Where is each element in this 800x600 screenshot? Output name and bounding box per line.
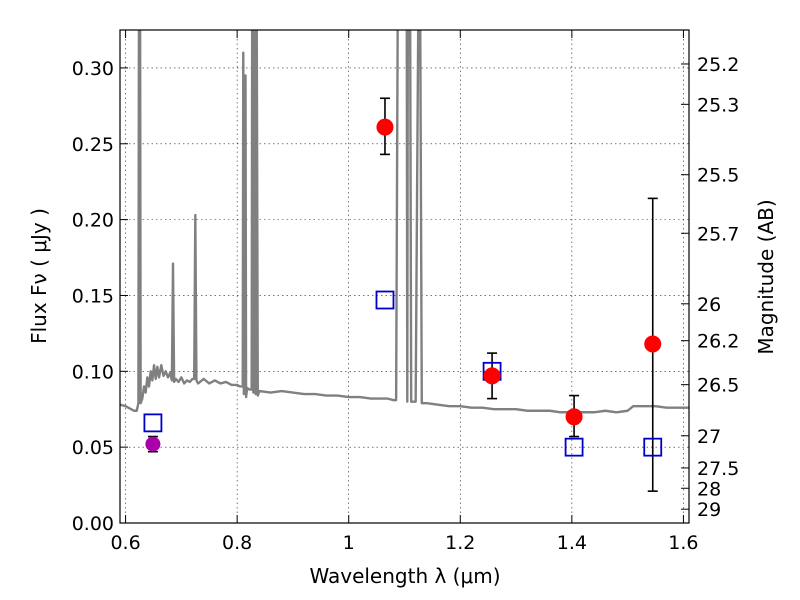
y-axis-label-right: Magnitude (AB) (754, 199, 778, 354)
right-tick-label: 29 (697, 499, 721, 521)
right-tick-label: 26.5 (697, 375, 739, 397)
plot-frame (119, 29, 690, 524)
observed-flux-point (483, 367, 501, 385)
grid-lines (120, 30, 689, 524)
x-tick-label: 1.4 (557, 532, 587, 554)
error-bars (147, 97, 658, 492)
right-tick-label: 25.3 (697, 94, 739, 116)
y-tick-label: 0.00 (72, 513, 114, 535)
right-tick-label: 26.2 (697, 331, 739, 353)
x-tick-label: 0.8 (222, 532, 252, 554)
observed-flux-point (565, 408, 583, 426)
x-tick-label: 0.6 (110, 532, 140, 554)
observed-flux-point-purple (145, 436, 161, 452)
right-tick-label: 27.5 (697, 458, 739, 480)
x-axis-label: Wavelength λ (μm) (309, 564, 500, 588)
data-points (143, 118, 663, 457)
x-tick-label: 1.2 (445, 532, 475, 554)
y-tick-label: 0.15 (72, 285, 114, 307)
right-tick-label: 25.7 (697, 223, 739, 245)
y-axis-label-left: Flux Fν ( μJy ) (27, 208, 51, 344)
model-photometry-square (564, 437, 584, 457)
y-tick-label: 0.05 (72, 437, 114, 459)
y-tick-label: 0.10 (72, 361, 114, 383)
model-photometry-square (643, 437, 663, 457)
spectrum-line (120, 30, 689, 414)
observed-flux-point (376, 118, 394, 136)
model-photometry-square (143, 413, 163, 433)
model-spectrum (120, 30, 689, 414)
x-axis-ticks: 0.6 0.8 1 1.2 1.4 1.6 (110, 30, 699, 554)
right-tick-label: 25.2 (697, 54, 739, 76)
x-tick-label: 1.6 (668, 532, 698, 554)
right-tick-label: 27 (697, 426, 721, 448)
model-photometry-square (375, 290, 395, 310)
right-tick-label: 26 (697, 294, 721, 316)
y-axis-ticks: 0.00 0.05 0.10 0.15 0.20 0.25 0.30 (72, 58, 128, 535)
x-tick-label: 1 (343, 532, 355, 554)
y-tick-label: 0.30 (72, 58, 114, 80)
observed-flux-point (644, 335, 662, 353)
right-tick-label: 28 (697, 478, 721, 500)
right-tick-label: 25.5 (697, 165, 739, 187)
y-tick-label: 0.25 (72, 134, 114, 156)
y-tick-label: 0.20 (72, 210, 114, 232)
